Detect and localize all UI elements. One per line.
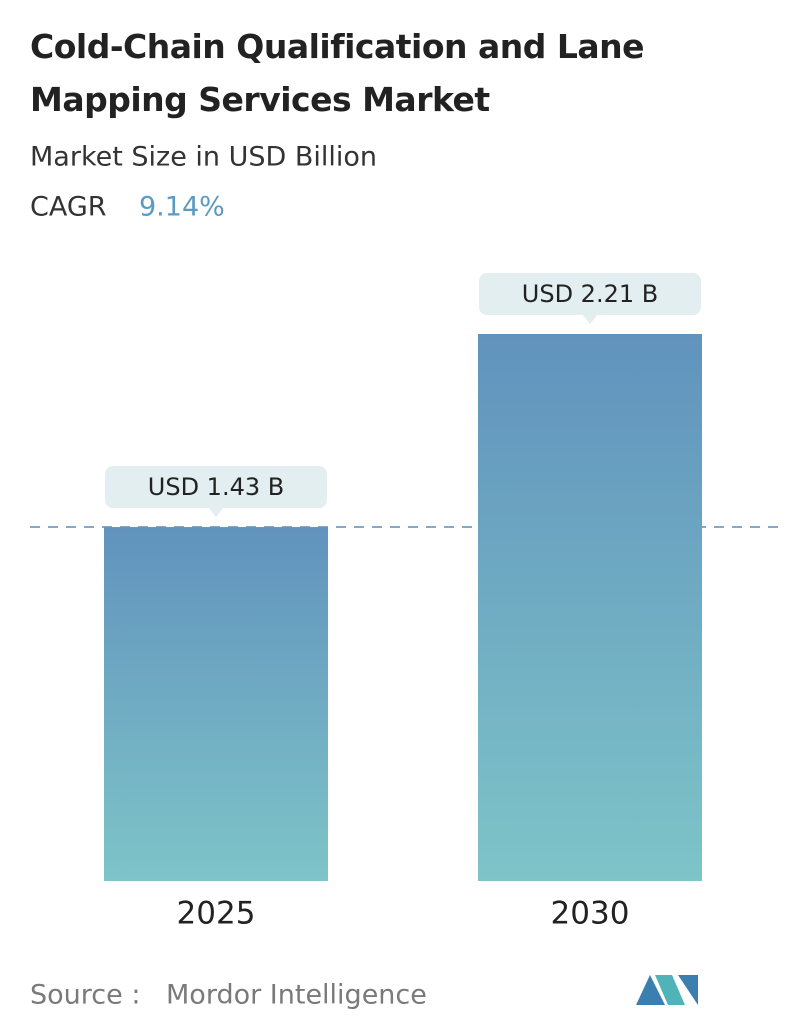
value-label: USD 1.43 B <box>148 473 284 501</box>
x-tick-label: 2025 <box>177 896 256 932</box>
subtitle: Market Size in USD Billion <box>30 142 377 173</box>
bar <box>478 334 702 881</box>
chart-title: Cold-Chain Qualification and Lane Mappin… <box>30 27 645 119</box>
callout-pointer <box>208 507 224 518</box>
x-tick-label: 2030 <box>551 896 630 932</box>
value-callout <box>479 273 701 315</box>
callout-pointer <box>582 314 598 324</box>
bar <box>104 527 328 881</box>
value-label: USD 2.21 B <box>522 280 658 308</box>
value-callout <box>105 466 327 509</box>
logo <box>636 975 698 1005</box>
title-box: Cold-Chain Qualification and Lane Mappin… <box>30 27 645 119</box>
cagr-value: 9.14% <box>139 192 225 223</box>
source-label: Source : <box>30 980 140 1011</box>
source: Mordor Intelligence <box>166 980 427 1011</box>
cagr-label: CAGR <box>30 192 107 223</box>
